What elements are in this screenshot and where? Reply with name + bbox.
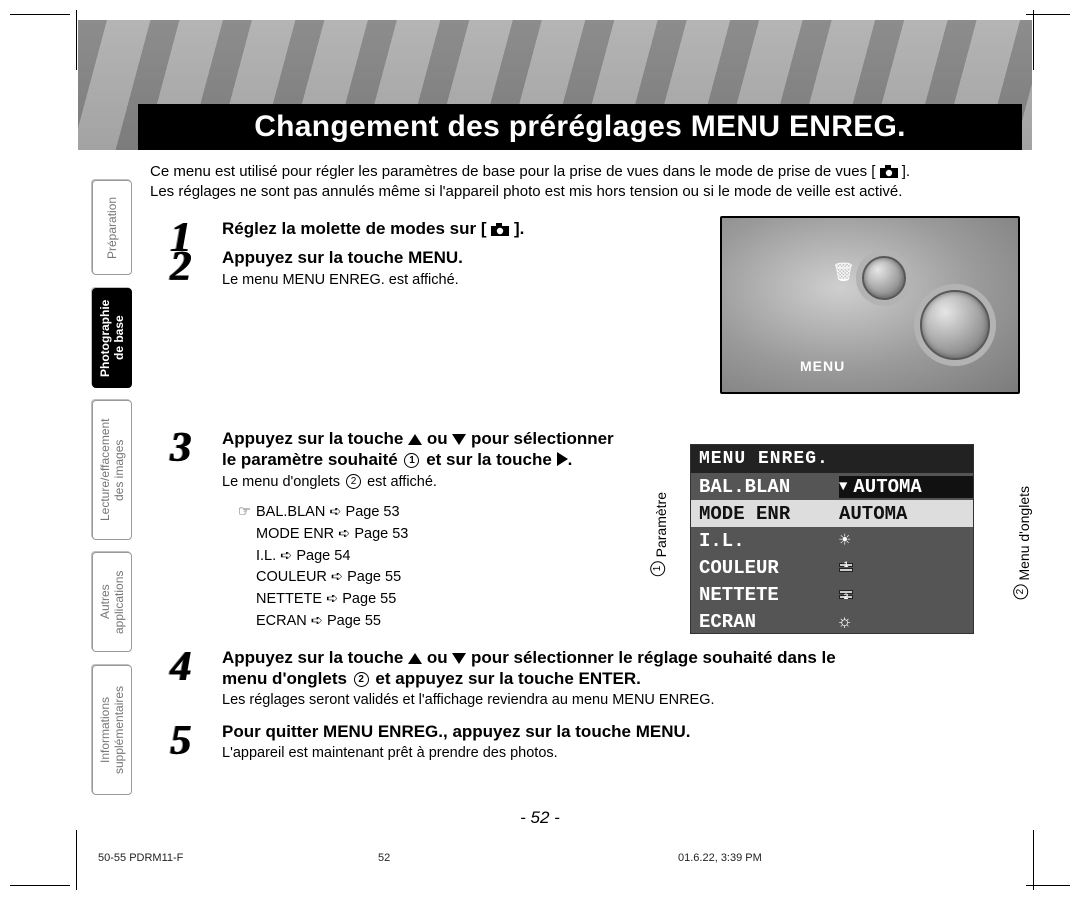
lcd-row-il: I.L. ☀: [691, 527, 973, 554]
ref-balblan: BAL.BLAN ➪ Page 53: [256, 504, 400, 520]
lcd-row-balblan: BAL.BLAN ▼AUTOMA: [691, 473, 973, 500]
footer: 50-55 PDRM11-F 52 01.6.22, 3:39 PM: [98, 852, 1020, 864]
crop-mark: [1033, 10, 1034, 70]
crop-mark: [1033, 830, 1034, 890]
step-3-heading: Appuyez sur la touche ou pour sélectionn…: [222, 428, 692, 471]
lcd-row-nettete: NETTETE 2: [691, 581, 973, 608]
triangle-up-icon: [408, 434, 422, 445]
page-title: Changement des préréglages MENU ENREG.: [254, 110, 906, 144]
brightness-icon: ☼: [839, 611, 850, 633]
lcd-tabmenu-label: 2 Menu d'onglets: [1011, 486, 1032, 599]
footer-doc-id: 50-55 PDRM11-F: [98, 852, 378, 864]
lcd-screen: MENU ENREG. BAL.BLAN ▼AUTOMA MODE ENR AU…: [690, 444, 974, 634]
ref-couleur: COULEUR ➪ Page 55: [256, 569, 401, 585]
step-4-heading: Appuyez sur la touche ou pour sélectionn…: [222, 647, 1022, 690]
lcd-title: MENU ENREG.: [691, 445, 973, 473]
page-number: - 52 -: [0, 808, 1080, 828]
intro-line2: Les réglages ne sont pas annulés même si…: [150, 183, 902, 200]
triangle-up-icon: [408, 653, 422, 664]
menu-label: MENU: [800, 358, 845, 374]
tab-preparation: Préparation: [92, 180, 132, 275]
lcd-screen-illustration: 1 Paramètre MENU ENREG. BAL.BLAN ▼AUTOMA…: [652, 444, 1020, 634]
footer-pagenum: 52: [378, 852, 678, 864]
lcd-row-ecran: ECRAN ☼: [691, 608, 973, 635]
crop-mark: [10, 885, 70, 886]
ref-nettete: NETTETE ➪ Page 55: [256, 591, 396, 607]
step-5: 5 Pour quitter MENU ENREG., appuyez sur …: [170, 721, 1022, 764]
menu-button-illustration: [920, 290, 990, 360]
camera-icon: [491, 223, 509, 236]
trash-icon: 🗑: [832, 262, 855, 283]
triangle-down-icon: [452, 653, 466, 664]
tab-lecture-effacement: Lecture/effacement des images: [92, 400, 132, 540]
circled-2-icon: 2: [354, 672, 369, 687]
step-number-5: 5: [170, 717, 191, 765]
circled-2-icon: 2: [346, 474, 361, 489]
lcd-row-couleur: COULEUR 1: [691, 554, 973, 581]
step-4-sub: Les réglages seront validés et l'afficha…: [222, 691, 1022, 711]
triangle-down-icon: [452, 434, 466, 445]
step-5-sub: L'appareil est maintenant prêt à prendre…: [222, 744, 1022, 764]
page-title-bar: Changement des préréglages MENU ENREG.: [138, 104, 1022, 150]
triangle-right-icon: [557, 452, 568, 466]
intro-line1b: ].: [902, 163, 910, 180]
ref-il: I.L. ➪ Page 54: [256, 548, 350, 564]
pointing-hand-icon: ☞: [238, 502, 256, 524]
sun-icon: ☀: [839, 529, 850, 552]
step-number-2: 2: [170, 243, 191, 291]
step-4: 4 Appuyez sur la touche ou pour sélectio…: [170, 647, 1022, 711]
lcd-param-label: 1 Paramètre: [648, 492, 669, 576]
lcd-row-modeenr: MODE ENR AUTOMA: [691, 500, 973, 527]
step-number-3: 3: [170, 424, 191, 472]
crop-mark: [76, 10, 77, 70]
step-5-heading: Pour quitter MENU ENREG., appuyez sur la…: [222, 721, 1022, 742]
circled-1-icon: 1: [404, 453, 419, 468]
palette-icon: 1: [839, 563, 853, 572]
crop-mark: [76, 830, 77, 890]
header-banner: Changement des préréglages MENU ENREG.: [78, 20, 1032, 150]
tab-photographie-base: Photographie de base: [92, 288, 132, 388]
step-number-4: 4: [170, 643, 191, 691]
intro-line1a: Ce menu est utilisé pour régler les para…: [150, 163, 875, 180]
ref-modeenr: MODE ENR ➪ Page 53: [256, 526, 408, 542]
tab-autres-applications: Autres applications: [92, 552, 132, 652]
sidebar-tabs: Préparation Photographie de base Lecture…: [92, 180, 136, 800]
camera-photo: 🗑 MENU: [720, 216, 1020, 394]
intro-text: Ce menu est utilisé pour régler les para…: [150, 162, 1022, 203]
ref-ecran: ECRAN ➪ Page 55: [256, 613, 381, 629]
tab-informations-supplementaires: Informations supplémentaires: [92, 665, 132, 795]
delete-button-illustration: [862, 256, 906, 300]
crop-mark: [10, 14, 70, 15]
triangle-down-icon: ▼: [839, 479, 847, 495]
footer-timestamp: 01.6.22, 3:39 PM: [678, 852, 1020, 864]
camera-icon: [880, 165, 898, 178]
palette-icon: 2: [839, 590, 853, 599]
